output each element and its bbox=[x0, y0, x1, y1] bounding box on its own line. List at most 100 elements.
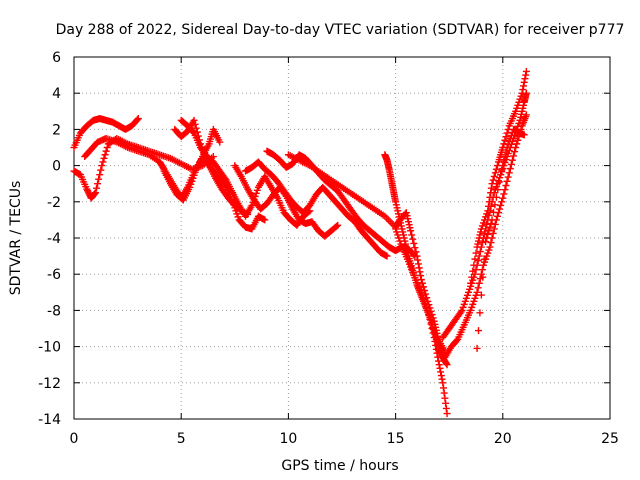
x-tick-label: 5 bbox=[177, 431, 186, 447]
y-tick-label: 6 bbox=[52, 50, 61, 66]
data-point-marker bbox=[487, 220, 495, 228]
data-point-marker bbox=[439, 379, 447, 387]
data-point-marker bbox=[491, 220, 499, 228]
y-tick-label: -2 bbox=[47, 195, 61, 211]
y-tick-label: -8 bbox=[47, 303, 61, 319]
data-point-marker bbox=[487, 239, 495, 247]
y-tick-label: -14 bbox=[38, 412, 61, 428]
series-arc-1 bbox=[70, 115, 142, 151]
data-point-marker bbox=[490, 225, 498, 233]
data-point-marker bbox=[96, 171, 104, 179]
data-point-marker bbox=[496, 205, 504, 213]
data-point-marker bbox=[474, 284, 482, 292]
x-tick-label: 0 bbox=[70, 431, 79, 447]
data-point-marker bbox=[484, 230, 492, 238]
series-arc-6 bbox=[177, 116, 314, 229]
data-point-marker bbox=[134, 115, 142, 123]
data-point-marker bbox=[437, 372, 445, 380]
data-point-marker bbox=[221, 175, 229, 183]
data-point-marker bbox=[503, 177, 511, 185]
data-point-marker bbox=[476, 309, 484, 317]
data-point-marker bbox=[475, 279, 483, 287]
data-point-marker bbox=[434, 357, 442, 365]
series-arc-16 bbox=[473, 125, 528, 352]
data-point-marker bbox=[430, 334, 438, 342]
series-arc-8 bbox=[242, 158, 391, 260]
data-point-marker bbox=[91, 189, 99, 197]
data-point-marker bbox=[101, 151, 109, 159]
data-point-marker bbox=[499, 162, 507, 170]
data-point-marker bbox=[473, 344, 481, 352]
y-tick-label: 4 bbox=[52, 86, 61, 102]
data-point-marker bbox=[485, 198, 493, 206]
data-point-marker bbox=[489, 176, 497, 184]
data-point-marker bbox=[442, 399, 450, 407]
data-point-marker bbox=[472, 266, 480, 274]
data-point-marker bbox=[440, 389, 448, 397]
data-point-marker bbox=[518, 89, 526, 97]
data-point-marker bbox=[91, 190, 99, 198]
x-tick-label: 20 bbox=[494, 431, 512, 447]
series-arc-15 bbox=[467, 67, 530, 287]
data-point-marker bbox=[417, 272, 425, 280]
data-point-marker bbox=[521, 75, 529, 83]
y-tick-label: -12 bbox=[38, 376, 61, 392]
data-point-marker bbox=[522, 71, 530, 79]
data-point-marker bbox=[479, 273, 487, 281]
data-point-marker bbox=[502, 148, 510, 156]
data-point-marker bbox=[99, 158, 107, 166]
data-point-marker bbox=[416, 268, 424, 276]
data-point-marker bbox=[426, 315, 434, 323]
data-point-marker bbox=[412, 248, 420, 256]
data-point-marker bbox=[494, 186, 502, 194]
data-point-marker bbox=[520, 131, 528, 139]
data-point-marker bbox=[204, 160, 212, 168]
data-point-marker bbox=[383, 252, 391, 260]
data-point-marker bbox=[498, 198, 506, 206]
data-point-marker bbox=[507, 160, 515, 168]
data-point-marker bbox=[504, 173, 512, 181]
data-point-marker bbox=[473, 288, 481, 296]
series-arc-10 bbox=[284, 151, 449, 356]
data-point-marker bbox=[498, 166, 506, 174]
data-point-marker bbox=[411, 244, 419, 252]
data-point-marker bbox=[408, 231, 416, 239]
data-point-marker bbox=[431, 337, 439, 345]
data-point-marker bbox=[482, 238, 490, 246]
x-axis-label: GPS time / hours bbox=[281, 458, 398, 474]
data-point-marker bbox=[476, 248, 484, 256]
y-tick-label: -6 bbox=[47, 267, 61, 283]
data-point-marker bbox=[407, 227, 415, 235]
data-point-marker bbox=[478, 266, 486, 274]
data-point-marker bbox=[189, 128, 197, 136]
data-point-marker bbox=[492, 165, 500, 173]
data-point-marker bbox=[191, 120, 199, 128]
data-point-marker bbox=[501, 186, 509, 194]
data-point-marker bbox=[438, 375, 446, 383]
data-point-marker bbox=[480, 255, 488, 263]
data-point-marker bbox=[95, 175, 103, 183]
data-point-marker bbox=[469, 267, 477, 275]
data-point-marker bbox=[94, 180, 102, 188]
data-point-marker bbox=[334, 221, 342, 229]
series-arc-12 bbox=[392, 225, 451, 418]
data-point-marker bbox=[474, 257, 482, 265]
data-point-marker bbox=[435, 361, 443, 369]
data-point-marker bbox=[501, 136, 509, 144]
data-point-marker bbox=[497, 171, 505, 179]
y-tick-label: -10 bbox=[38, 340, 61, 356]
data-point-marker bbox=[414, 256, 422, 264]
data-point-marker bbox=[490, 172, 498, 180]
axes: 0 5 10 15 20 25 -14 -12 -10 -8 -6 -4 -2 0 2 4 6 bbox=[38, 50, 619, 447]
data-point-marker bbox=[501, 153, 509, 161]
data-point-marker bbox=[333, 222, 341, 230]
y-tick-label: 0 bbox=[52, 159, 61, 175]
data-point-marker bbox=[429, 329, 437, 337]
data-point-marker bbox=[486, 223, 494, 231]
data-point-marker bbox=[499, 194, 507, 202]
grid bbox=[74, 57, 610, 419]
data-points bbox=[70, 67, 530, 418]
plot-border bbox=[73, 56, 611, 420]
data-point-marker bbox=[483, 234, 491, 242]
